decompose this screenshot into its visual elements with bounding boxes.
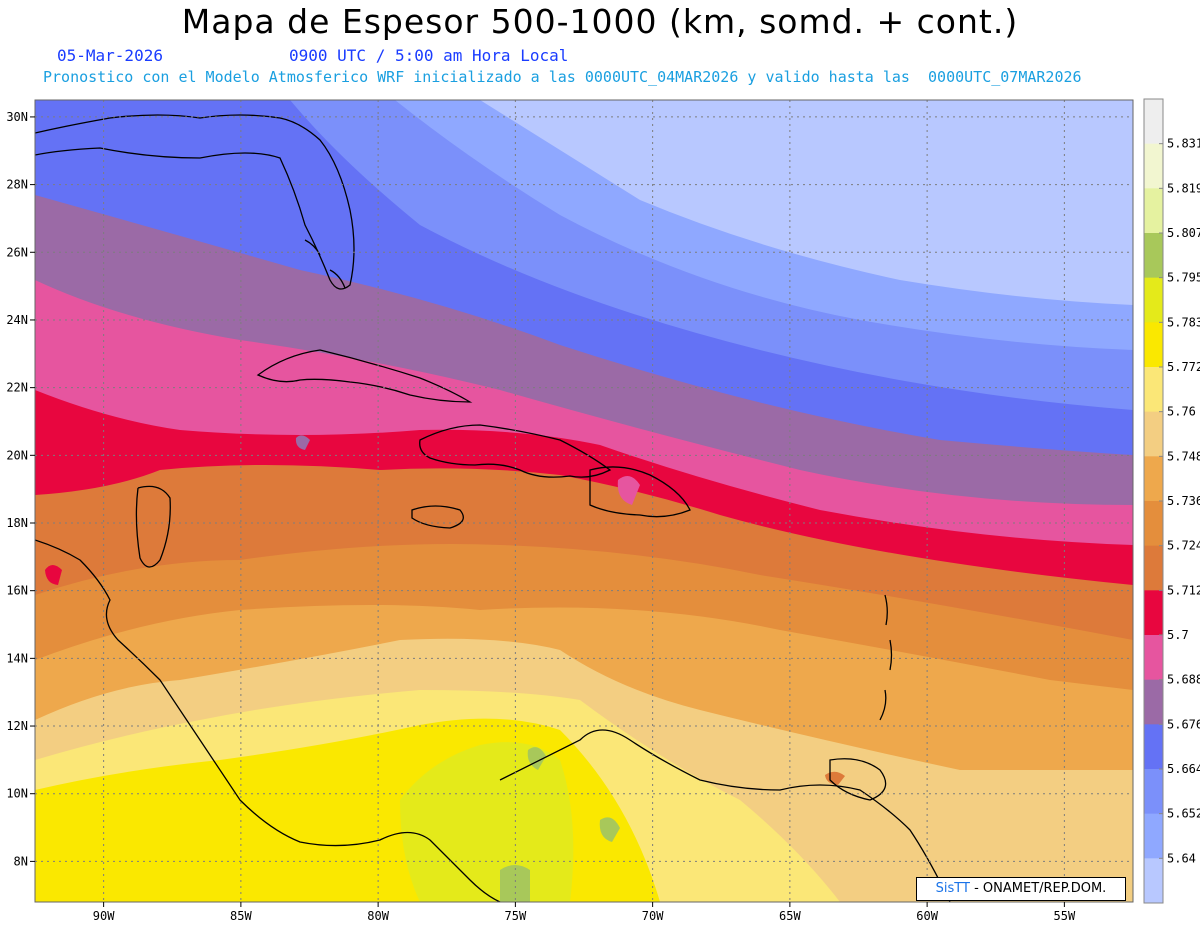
lon-tick-label: 85W: [230, 909, 252, 923]
legend-swatch: [1144, 679, 1163, 725]
forecast-date: 05-Mar-2026: [57, 46, 163, 65]
latitude-axis: 30N 28N 26N 24N 22N 20N 18N 16N 14N 12N 10N 8N: [6, 110, 35, 868]
brand-logo: SisTT: [935, 881, 970, 896]
forecast-description: Pronostico con el Modelo Atmosferico WRF…: [43, 68, 1082, 86]
legend-level-label: 5.831: [1167, 137, 1200, 151]
legend-swatch: [1144, 501, 1163, 547]
lon-tick-label: 70W: [642, 909, 664, 923]
legend-swatch: [1144, 188, 1163, 234]
legend-level-label: 5.664: [1167, 762, 1200, 776]
lat-tick-label: 18N: [6, 516, 28, 530]
lat-tick-label: 26N: [6, 245, 28, 259]
legend-swatch: [1144, 635, 1163, 681]
legend-swatch: [1144, 858, 1163, 904]
lat-tick-label: 14N: [6, 651, 28, 665]
legend-level-label: 5.64: [1167, 851, 1196, 865]
legend-swatch: [1144, 813, 1163, 859]
lon-tick-label: 75W: [505, 909, 527, 923]
credit-text: - ONAMET/REP.DOM.: [969, 881, 1107, 896]
lon-tick-label: 90W: [93, 909, 115, 923]
thickness-shading: [35, 100, 1133, 902]
lat-tick-label: 28N: [6, 178, 28, 192]
legend-level-label: 5.724: [1167, 539, 1200, 553]
legend-level-label: 5.748: [1167, 449, 1200, 463]
lat-tick-label: 22N: [6, 381, 28, 395]
legend-level-label: 5.819: [1167, 181, 1200, 195]
lon-tick-label: 65W: [779, 909, 801, 923]
legend-level-label: 5.807: [1167, 226, 1200, 240]
legend-level-label: 5.783: [1167, 315, 1200, 329]
legend-swatch: [1144, 769, 1163, 815]
legend-level-label: 5.795: [1167, 271, 1200, 285]
legend-level-label: 5.712: [1167, 583, 1200, 597]
lat-tick-label: 16N: [6, 584, 28, 598]
legend-swatch: [1144, 233, 1163, 279]
legend-level-label: 5.676: [1167, 717, 1200, 731]
legend-swatch: [1144, 367, 1163, 413]
lat-tick-label: 24N: [6, 313, 28, 327]
legend-swatch: [1144, 143, 1163, 189]
legend-swatch: [1144, 322, 1163, 368]
legend-level-label: 5.652: [1167, 807, 1200, 821]
lat-tick-label: 20N: [6, 448, 28, 462]
lon-tick-label: 60W: [916, 909, 938, 923]
forecast-time: 0900 UTC / 5:00 am Hora Local: [289, 46, 569, 65]
legend-level-label: 5.736: [1167, 494, 1200, 508]
lat-tick-label: 8N: [14, 854, 28, 868]
legend-swatch: [1144, 545, 1163, 591]
legend-swatch: [1144, 277, 1163, 323]
legend-level-label: 5.688: [1167, 673, 1200, 687]
legend-swatch: [1144, 411, 1163, 457]
lon-tick-label: 80W: [367, 909, 389, 923]
lat-tick-label: 30N: [6, 110, 28, 124]
plot-frame: [34, 99, 1134, 903]
coastlines: [35, 114, 951, 902]
lon-tick-label: 55W: [1054, 909, 1076, 923]
legend-swatch: [1144, 724, 1163, 770]
legend-swatch: [1144, 99, 1163, 145]
legend-level-label: 5.7: [1167, 628, 1189, 642]
color-legend: 5.831 5.819 5.807 5.795 5.783 5.772 5.76 5.748 5…: [1143, 98, 1200, 904]
lat-tick-label: 12N: [6, 719, 28, 733]
legend-swatch: [1144, 590, 1163, 636]
legend-swatch: [1144, 456, 1163, 502]
lat-tick-label: 10N: [6, 787, 28, 801]
credit-box: SisTT - ONAMET/REP.DOM.: [916, 877, 1126, 901]
legend-level-label: 5.772: [1167, 360, 1200, 374]
longitude-axis: 90W 85W 80W 75W 70W 65W 60W 55W: [93, 902, 1076, 923]
graticule: [35, 100, 1133, 902]
map-title: Mapa de Espesor 500-1000 (km, somd. + co…: [181, 2, 1019, 41]
legend-level-label: 5.76: [1167, 405, 1196, 419]
